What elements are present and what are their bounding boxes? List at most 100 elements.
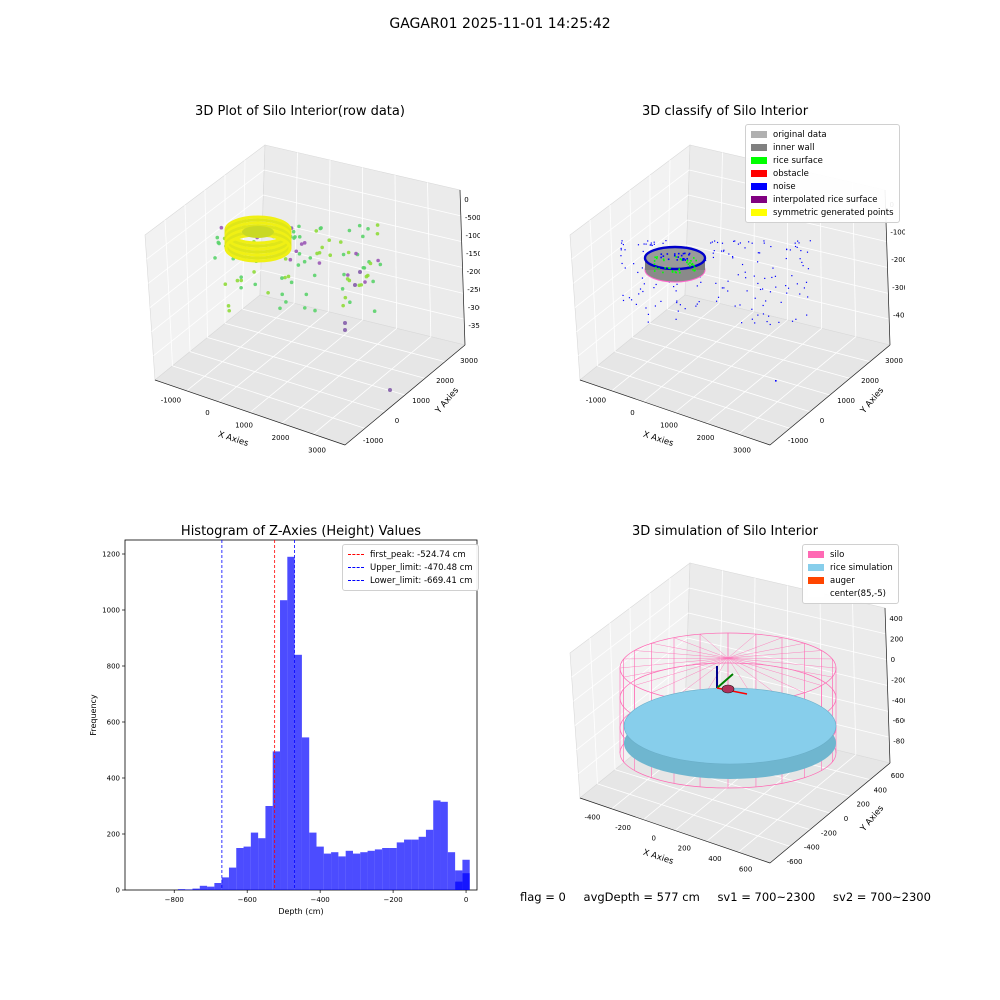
classify-legend: original data inner wall rice surface obsta… — [745, 124, 900, 223]
noise-point — [807, 268, 810, 270]
noise-point — [801, 261, 803, 263]
data-point — [340, 287, 345, 291]
noise-point — [799, 293, 801, 295]
noise-point — [637, 244, 640, 246]
x-tick-label: 2000 — [697, 434, 715, 442]
data-point — [312, 273, 317, 278]
histogram-bar — [404, 839, 412, 890]
legend-entry: rice surface — [751, 154, 894, 167]
noise-point — [739, 304, 741, 306]
data-point — [348, 300, 352, 305]
z-tick-label: -400 — [892, 697, 905, 705]
noise-point — [676, 300, 678, 302]
histogram-bar — [425, 829, 434, 890]
y-tick-label: 1000 — [412, 397, 430, 405]
noise-point — [673, 254, 676, 257]
legend-entry: original data — [751, 128, 894, 141]
data-point — [215, 235, 220, 240]
noise-point — [684, 308, 686, 310]
legend-entry: noise — [751, 180, 894, 193]
noise-point — [660, 256, 662, 259]
noise-point — [791, 320, 794, 322]
noise-point — [662, 255, 665, 257]
rice-surface-point — [653, 270, 656, 272]
noise-point — [665, 240, 667, 242]
noise-point — [682, 252, 685, 255]
noise-point — [653, 243, 655, 245]
noise-point — [645, 307, 647, 309]
data-point — [368, 261, 373, 266]
histogram-bar — [382, 848, 390, 890]
outlier-point — [388, 388, 392, 392]
data-point — [296, 263, 301, 267]
noise-point — [684, 252, 686, 255]
legend-label: rice surface — [773, 155, 823, 166]
noise-point — [721, 287, 723, 289]
x-tick-label: −800 — [165, 896, 184, 904]
data-point — [239, 278, 244, 283]
legend-swatch — [808, 577, 824, 584]
rice-surface-point — [669, 267, 671, 270]
outlier-point — [353, 283, 357, 287]
rice-surface — [623, 687, 837, 765]
noise-point — [682, 257, 684, 260]
noise-point — [766, 320, 768, 323]
x-tick-label: −600 — [238, 896, 257, 904]
legend-swatch — [751, 209, 767, 216]
histogram-bar — [177, 889, 186, 890]
grid-line — [667, 308, 871, 363]
z-tick-label: -600 — [893, 717, 905, 725]
noise-point — [765, 300, 767, 302]
noise-point — [620, 249, 622, 251]
data-point — [364, 274, 369, 279]
data-point — [280, 292, 285, 297]
noise-point — [745, 277, 747, 279]
noise-point — [733, 240, 735, 242]
data-point — [363, 280, 367, 284]
z-tick-label: -2000 — [891, 256, 905, 264]
noise-point — [638, 293, 640, 295]
legend-swatch — [808, 590, 824, 597]
rice-surface-point — [675, 256, 678, 258]
rice-surface-point — [692, 264, 695, 267]
rice-surface-point — [686, 259, 689, 262]
histogram-chart: −800 −600 −400 −200 0 0 200 400 600 800 1000 1200 De… — [89, 539, 478, 916]
data-point — [286, 274, 291, 279]
x-axis-line — [579, 379, 771, 446]
histogram-bar — [455, 870, 463, 890]
data-point — [361, 234, 365, 239]
legend-entry: Lower_limit: -669.41 cm — [348, 574, 473, 587]
y-tick-label: 3000 — [885, 357, 903, 365]
legend-entry: inner wall — [751, 141, 894, 154]
noise-point — [676, 259, 679, 261]
data-point — [266, 291, 270, 295]
silo-roof-wire — [727, 657, 805, 693]
noise-point — [675, 290, 677, 292]
z-tick-label: -1500 — [466, 250, 480, 258]
inner-wall-top — [643, 245, 707, 271]
data-point — [376, 258, 380, 263]
data-point — [294, 249, 299, 254]
legend-label: original data — [773, 129, 827, 140]
data-point — [357, 223, 362, 228]
x-tick-label: 3000 — [308, 447, 326, 455]
x-tick-label: 2000 — [272, 434, 290, 442]
data-point — [252, 270, 256, 274]
data-point — [341, 303, 345, 308]
y-tick-label: -200 — [821, 829, 837, 837]
legend-swatch — [348, 580, 364, 581]
histogram-bar — [199, 885, 208, 890]
noise-point — [621, 262, 623, 265]
rice-surface-point — [694, 269, 696, 272]
x-tick-label: 3000 — [733, 447, 751, 455]
noise-point — [666, 253, 669, 255]
z-tick-label: -3000 — [468, 304, 480, 312]
noise-point — [679, 304, 681, 306]
noise-point — [654, 305, 657, 307]
rice-surface-point — [667, 267, 670, 269]
y-axis-label: Y Axies — [433, 385, 461, 416]
y-tick-label: 2000 — [436, 377, 454, 385]
noise-point — [624, 267, 626, 269]
histogram-bar — [396, 842, 405, 890]
legend-label: Upper_limit: -470.48 cm — [370, 562, 473, 573]
